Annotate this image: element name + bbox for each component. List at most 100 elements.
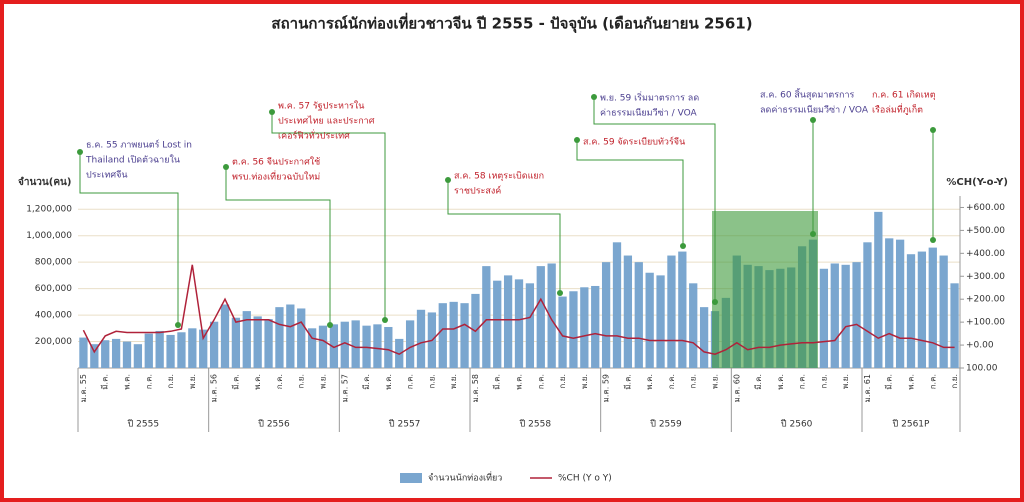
y-tick-label: 1,000,000	[26, 231, 72, 241]
y2-tick-label: +400.00	[966, 249, 1005, 259]
bar	[482, 266, 491, 368]
bar	[122, 341, 132, 368]
bar	[351, 320, 360, 368]
x-tick-label: ก.ค.	[275, 374, 284, 389]
x-tick-label: ก.ค.	[798, 374, 807, 389]
bar	[307, 328, 317, 368]
annotation-dot	[591, 94, 597, 100]
annotation-text: ประเทศจีน	[86, 170, 128, 181]
bar	[699, 307, 709, 368]
annotation-text: พ.ค. 57 รัฐประหารใน	[278, 101, 364, 112]
x-tick-label: ก.ย.	[427, 374, 436, 389]
bar	[601, 262, 611, 368]
bar	[101, 340, 110, 368]
x-tick-label: มี.ค.	[101, 374, 110, 390]
annotation-leader	[271, 112, 386, 320]
bar	[438, 303, 447, 368]
annotation-text: ก.ค. 61 เกิดเหตุ	[872, 90, 936, 101]
bar	[525, 283, 535, 368]
x-tick-label: พ.ค.	[645, 374, 654, 390]
bar	[264, 319, 273, 368]
x-tick-label: พ.ย.	[711, 374, 720, 389]
x-tick-label: ก.ย.	[558, 374, 567, 389]
x-tick-label: มี.ค.	[231, 374, 240, 390]
bar	[340, 321, 349, 368]
bar	[220, 304, 230, 368]
x-tick-label: ก.ย.	[950, 374, 959, 389]
bar	[645, 272, 654, 368]
annotation-dot	[930, 237, 936, 243]
y2-tick-label: 100.00	[966, 364, 998, 374]
bar	[917, 251, 927, 368]
annotation-leader	[225, 167, 331, 325]
annotation-dot	[930, 127, 936, 133]
year-label: ปี 2560	[781, 419, 813, 430]
bar	[318, 325, 328, 368]
annotation-leader	[593, 97, 716, 302]
y-tick-label: 800,000	[35, 258, 72, 268]
bar	[286, 304, 295, 368]
bar	[939, 255, 948, 368]
bar	[906, 254, 916, 368]
bar	[841, 264, 850, 368]
x-tick-label: ก.ย.	[166, 374, 175, 389]
y2-axis-label: %CH(Y-o-Y)	[946, 177, 1008, 188]
x-tick-label: มี.ค.	[885, 374, 894, 390]
line-series	[82, 264, 955, 356]
bar	[493, 280, 502, 368]
annotation-text: ค่าธรรมเนียมวีซ่า / VOA	[600, 108, 697, 119]
y2-tick-label: +0.00	[966, 341, 994, 351]
bar	[895, 239, 905, 368]
annotation-dot	[327, 322, 333, 328]
bar	[79, 337, 88, 368]
bar	[405, 320, 415, 368]
bar	[155, 330, 164, 368]
year-label: ปี 2556	[258, 419, 290, 430]
bar	[90, 344, 99, 368]
annotation-dot	[175, 322, 181, 328]
x-tick-label: พ.ย.	[449, 374, 458, 389]
x-tick-label: ม.ค. 55	[79, 374, 88, 402]
highlight-region	[712, 211, 818, 368]
x-tick-label: พ.ย.	[319, 374, 328, 389]
x-tick-label: ก.ย.	[689, 374, 698, 389]
y-tick-label: 1,200,000	[26, 205, 72, 215]
y2-tick-label: +500.00	[966, 226, 1005, 236]
x-tick-label: ม.ค. 57	[340, 374, 349, 402]
annotation-dot	[712, 299, 718, 305]
bar	[384, 326, 393, 368]
annotation-dot	[223, 164, 229, 170]
chart-title: สถานการณ์นักท่องเที่ยวชาวจีน ปี 2555 - ป…	[271, 13, 752, 34]
bar	[634, 262, 643, 368]
annotation-text: ประเทศไทย และประกาศ	[278, 116, 375, 127]
bar	[558, 296, 567, 368]
annotation-leader	[79, 152, 179, 325]
annotation-text: ราชประสงค์	[454, 185, 501, 197]
x-tick-label: ม.ค. 58	[471, 374, 480, 402]
bar	[297, 308, 306, 368]
x-tick-label: ก.ค.	[667, 374, 676, 389]
year-label: ปี 2561P	[892, 419, 930, 430]
bar	[656, 275, 665, 368]
bar	[874, 211, 883, 368]
x-tick-label: ก.ค.	[536, 374, 545, 389]
annotation-text: ส.ค. 58 เหตุระเบิดแยก	[454, 171, 544, 182]
annotation-text: ส.ค. 60 สิ้นสุดมาตรการ	[760, 88, 855, 101]
bar	[689, 283, 698, 368]
bar	[569, 291, 578, 368]
bar	[885, 238, 894, 368]
y-tick-label: 400,000	[35, 311, 72, 321]
bar	[678, 251, 687, 368]
bar	[950, 283, 959, 368]
bar	[111, 338, 121, 368]
x-tick-label: ม.ค. 61	[863, 374, 872, 402]
bar	[231, 317, 241, 368]
y2-tick-label: +200.00	[966, 295, 1005, 305]
annotation-text: ธ.ค. 55 ภาพยนตร์ Lost in	[86, 139, 192, 151]
x-tick-label: มี.ค.	[754, 374, 763, 390]
y2-tick-label: +600.00	[966, 203, 1005, 213]
bar	[188, 328, 197, 368]
